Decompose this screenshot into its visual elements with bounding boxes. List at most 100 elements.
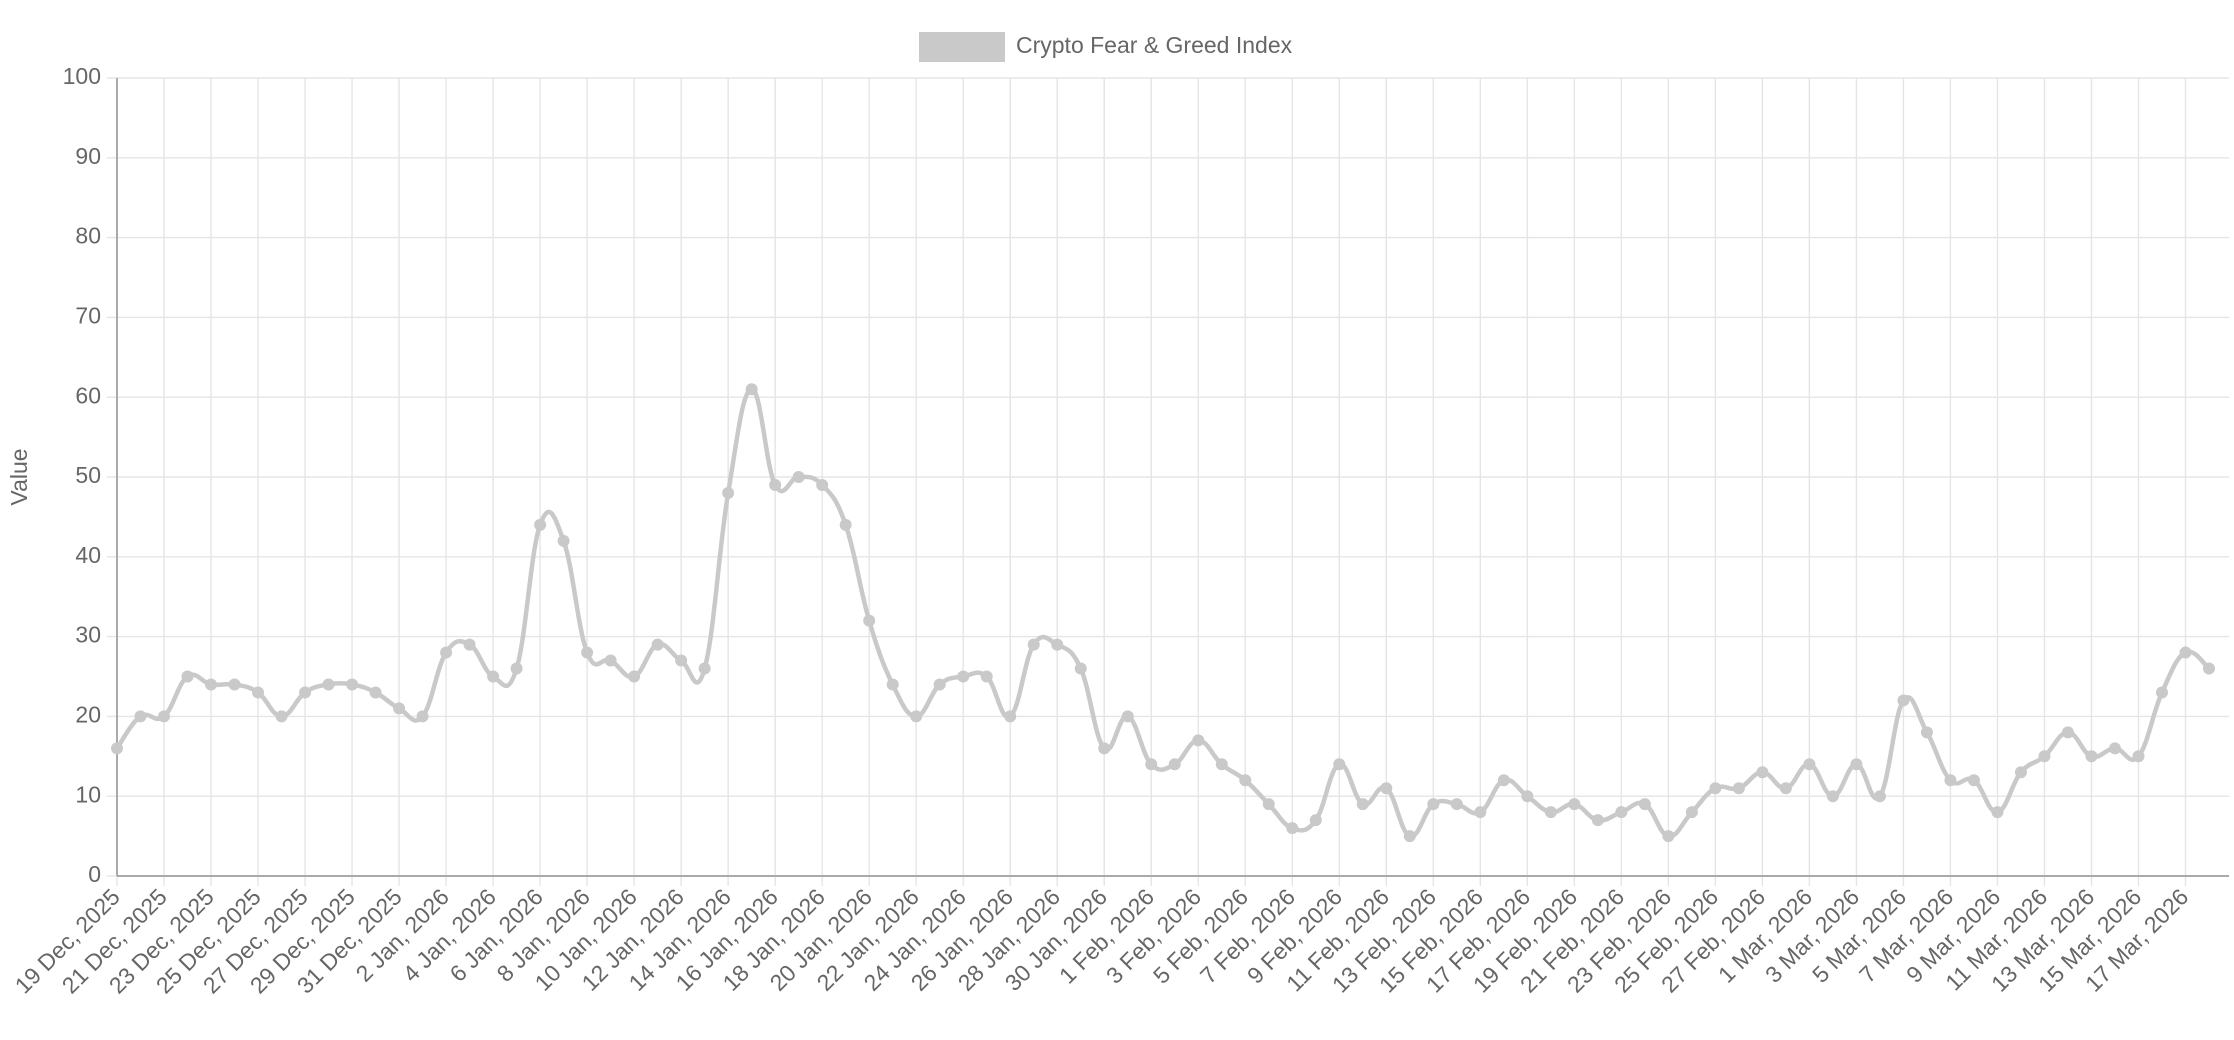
point: [2014, 766, 2027, 779]
y-tick-label: 80: [75, 223, 101, 249]
y-tick-label: 70: [75, 302, 101, 328]
point: [1826, 790, 1839, 803]
point: [1873, 790, 1886, 803]
point: [816, 478, 829, 491]
point: [463, 638, 476, 651]
y-tick-label: 60: [75, 382, 101, 408]
point: [1051, 638, 1064, 651]
point: [769, 478, 782, 491]
point: [839, 518, 852, 531]
point: [1779, 782, 1792, 795]
point: [2108, 742, 2121, 755]
point: [1380, 782, 1393, 795]
point: [722, 486, 735, 499]
point: [440, 646, 453, 659]
point: [299, 686, 312, 699]
point: [1615, 806, 1628, 819]
point: [1967, 774, 1980, 787]
point: [111, 742, 123, 755]
point: [1168, 758, 1181, 771]
y-tick-label: 90: [75, 143, 101, 169]
point: [1027, 638, 1040, 651]
point: [1474, 806, 1487, 819]
point: [510, 662, 523, 675]
point: [1427, 798, 1440, 811]
point: [1944, 774, 1957, 787]
line: [115, 386, 2211, 839]
point: [604, 654, 617, 667]
point: [205, 678, 218, 691]
point: [1074, 662, 1087, 675]
point: [1756, 766, 1769, 779]
point: [1192, 734, 1205, 747]
point: [1803, 758, 1816, 771]
point: [1333, 758, 1346, 771]
y-tick-label: 0: [88, 861, 101, 887]
point: [1286, 822, 1299, 835]
point: [1897, 694, 1910, 707]
point: [1004, 710, 1017, 723]
point: [698, 662, 711, 675]
point: [393, 702, 406, 715]
point: [369, 686, 382, 699]
legend-label: Crypto Fear & Greed Index: [1016, 32, 1293, 58]
point: [1850, 758, 1863, 771]
y-axis-title: Value: [6, 448, 32, 505]
point: [933, 678, 946, 691]
point: [1450, 798, 1463, 811]
point: [1991, 806, 2004, 819]
point: [275, 710, 288, 723]
point: [1497, 774, 1510, 787]
y-tick-label: 40: [75, 542, 101, 568]
point: [1098, 742, 1111, 755]
point: [534, 518, 547, 531]
point: [1732, 782, 1745, 795]
y-tick-label: 50: [75, 462, 101, 488]
point: [980, 670, 993, 683]
point: [2038, 750, 2051, 763]
point: [1521, 790, 1534, 803]
point: [1403, 830, 1416, 843]
point: [181, 670, 194, 683]
point: [1121, 710, 1134, 723]
point: [651, 638, 664, 651]
point: [2132, 750, 2145, 763]
y-tick-label: 20: [75, 701, 101, 727]
point: [2085, 750, 2098, 763]
point: [1356, 798, 1369, 811]
point: [1709, 782, 1722, 795]
y-tick-label: 10: [75, 781, 101, 807]
point: [1591, 814, 1604, 827]
point: [1215, 758, 1228, 771]
point: [322, 678, 335, 691]
point: [487, 670, 500, 683]
point: [2203, 662, 2215, 675]
point: [2155, 686, 2168, 699]
point: [792, 471, 805, 483]
point: [886, 678, 899, 691]
point: [252, 686, 265, 699]
point: [1685, 806, 1698, 819]
point: [557, 534, 570, 547]
point: [2179, 646, 2192, 659]
y-tick-label: 30: [75, 622, 101, 648]
point: [1662, 830, 1675, 843]
point: [1262, 798, 1275, 811]
point: [1638, 798, 1651, 811]
point: [675, 654, 688, 667]
y-tick-label: 100: [63, 63, 101, 89]
point: [957, 670, 970, 683]
point: [581, 646, 594, 659]
point: [416, 710, 429, 723]
point: [1309, 814, 1322, 827]
point: [863, 614, 876, 627]
point: [346, 678, 359, 691]
point: [158, 710, 171, 723]
point: [1145, 758, 1158, 771]
point: [1568, 798, 1581, 811]
point: [1239, 774, 1252, 787]
point: [628, 670, 641, 683]
legend-swatch: [919, 32, 1005, 62]
point: [745, 383, 758, 396]
